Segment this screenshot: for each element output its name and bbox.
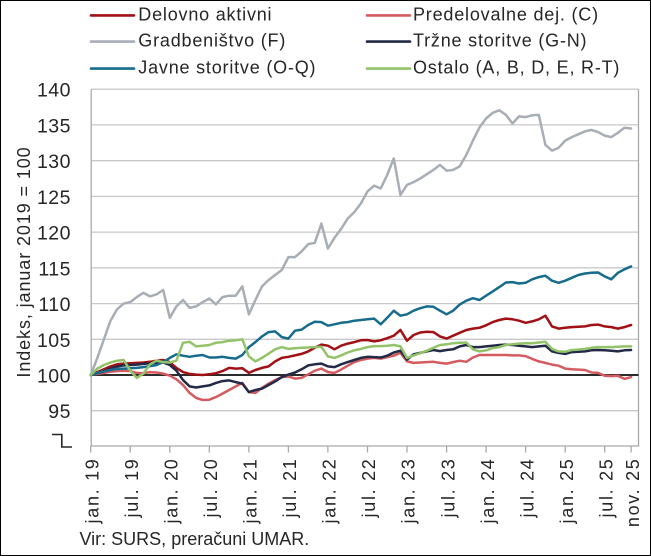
svg-text:nov. 25: nov. 25 (623, 458, 643, 528)
svg-text:120: 120 (37, 223, 71, 245)
svg-text:Indeks, januar 2019 = 100: Indeks, januar 2019 = 100 (14, 146, 34, 377)
svg-text:Gradbeništvo (F): Gradbeništvo (F) (138, 31, 286, 51)
svg-text:100: 100 (37, 366, 71, 388)
svg-text:125: 125 (37, 187, 71, 209)
svg-text:jan. 22: jan. 22 (320, 458, 340, 525)
svg-text:Delovno aktivni: Delovno aktivni (138, 4, 272, 24)
svg-text:jan. 24: jan. 24 (478, 458, 498, 525)
svg-text:105: 105 (37, 330, 71, 352)
svg-text:135: 135 (37, 115, 71, 137)
svg-text:jul. 23: jul. 23 (438, 458, 458, 519)
svg-text:jul. 21: jul. 21 (280, 458, 300, 519)
svg-text:jul. 24: jul. 24 (517, 458, 537, 519)
svg-text:jan. 19: jan. 19 (82, 458, 102, 525)
svg-text:Javne storitve (O-Q): Javne storitve (O-Q) (138, 58, 316, 78)
svg-text:jan. 20: jan. 20 (162, 458, 182, 525)
svg-text:115: 115 (38, 258, 71, 280)
svg-text:Tržne storitve (G-N): Tržne storitve (G-N) (413, 31, 587, 51)
svg-text:Vir: SURS, preračuni UMAR.: Vir: SURS, preračuni UMAR. (80, 529, 310, 549)
svg-text:jan. 21: jan. 21 (241, 458, 261, 525)
svg-text:jul. 19: jul. 19 (122, 458, 142, 519)
svg-text:Predelovalne dej. (C): Predelovalne dej. (C) (413, 4, 599, 24)
svg-text:jan. 25: jan. 25 (557, 458, 577, 525)
svg-text:130: 130 (37, 151, 71, 173)
svg-text:95: 95 (48, 401, 71, 423)
svg-text:jul. 22: jul. 22 (359, 458, 379, 519)
svg-text:Ostalo (A, B, D, E, R-T): Ostalo (A, B, D, E, R-T) (413, 58, 620, 78)
svg-text:140: 140 (37, 80, 71, 102)
svg-text:jul. 20: jul. 20 (201, 458, 221, 519)
svg-text:jan. 23: jan. 23 (399, 458, 419, 525)
svg-text:110: 110 (38, 294, 71, 316)
svg-text:jul. 25: jul. 25 (596, 458, 616, 519)
